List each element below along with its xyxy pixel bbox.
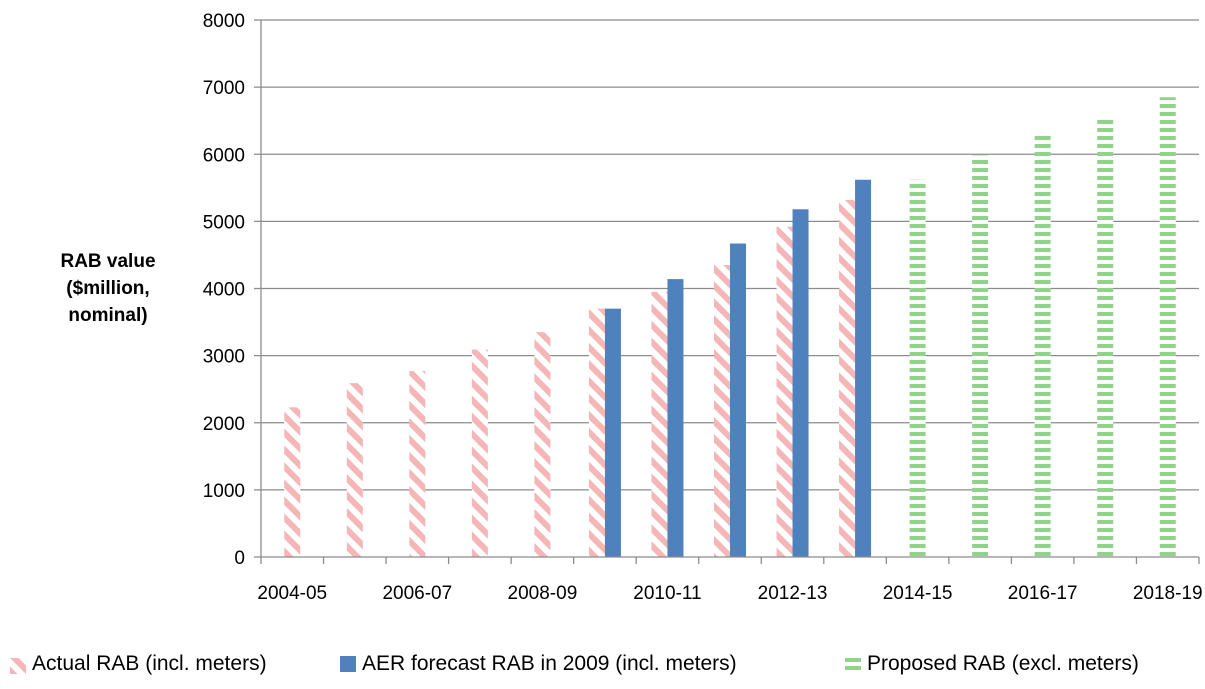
x-tick-label: 2014-15 [883, 583, 953, 604]
x-tick-label: 2006-07 [382, 583, 452, 604]
y-axis-tick-labels: 0 1000 2000 3000 4000 5000 6000 7000 8000 [203, 11, 245, 569]
bar-proposed-2014-15 [909, 179, 926, 557]
bar-aer-forecast-2010-11 [667, 279, 684, 557]
x-tick-label: 2018-19 [1133, 583, 1203, 604]
bar-aer-forecast-2011-12 [730, 243, 746, 557]
legend-swatch-proposed [845, 656, 861, 674]
axes [254, 19, 1200, 564]
legend-item-aer-forecast: AER forecast RAB in 2009 (incl. meters) [340, 652, 737, 676]
y-axis-label-line-3: nominal) [68, 305, 148, 326]
bar-actual-2006-07 [409, 371, 426, 557]
bar-actual-2011-12 [714, 265, 730, 557]
y-tick-label: 4000 [203, 280, 245, 301]
y-tick-label: 0 [234, 548, 245, 569]
bars [284, 97, 1176, 558]
x-tick-label: 2008-09 [508, 583, 578, 604]
bar-aer-forecast-2009-10 [604, 308, 621, 557]
y-tick-label: 6000 [203, 145, 245, 166]
x-axis-tick-labels: 2004-05 2006-07 2008-09 2010-11 2012-13 2014-… [257, 583, 1202, 604]
legend: Actual RAB (incl. meters) AER forecast R… [10, 652, 1200, 682]
x-tick-label: 2012-13 [758, 583, 828, 604]
bar-aer-forecast-2012-13 [792, 209, 809, 558]
y-axis-label: RAB value ($million, nominal) [28, 248, 188, 329]
legend-item-actual: Actual RAB (incl. meters) [10, 652, 267, 676]
legend-item-proposed: Proposed RAB (excl. meters) [845, 652, 1139, 676]
bar-actual-2005-06 [346, 383, 363, 557]
bar-actual-2008-09 [534, 332, 551, 557]
legend-swatch-actual [10, 656, 26, 674]
x-tick-label: 2004-05 [257, 583, 327, 604]
bar-proposed-2016-17 [1034, 134, 1051, 557]
bar-actual-2009-10 [588, 308, 605, 557]
bar-actual-2004-05 [284, 407, 301, 557]
y-tick-label: 2000 [203, 414, 245, 435]
y-tick-label: 3000 [203, 347, 245, 368]
bar-proposed-2015-16 [972, 155, 989, 557]
y-tick-label: 1000 [203, 481, 245, 502]
legend-label-aer-forecast: AER forecast RAB in 2009 (incl. meters) [362, 652, 737, 675]
bar-proposed-2018-19 [1159, 97, 1176, 557]
bar-aer-forecast-2013-14 [855, 179, 872, 557]
bar-actual-2013-14 [839, 199, 856, 557]
y-tick-label: 5000 [203, 212, 245, 233]
bar-actual-2010-11 [651, 291, 668, 557]
legend-label-proposed: Proposed RAB (excl. meters) [867, 652, 1139, 675]
y-axis-label-line-2: ($million, [66, 278, 150, 299]
legend-label-actual: Actual RAB (incl. meters) [32, 652, 267, 675]
legend-swatch-aer-forecast [340, 656, 356, 672]
bar-proposed-2017-18 [1097, 118, 1114, 557]
x-tick-label: 2010-11 [633, 583, 701, 604]
bar-actual-2012-13 [776, 226, 793, 557]
y-axis-label-line-1: RAB value [60, 251, 156, 272]
y-tick-label: 8000 [203, 11, 245, 32]
x-tick-label: 2016-17 [1008, 583, 1078, 604]
bar-actual-2007-08 [471, 349, 488, 557]
y-tick-label: 7000 [203, 78, 245, 99]
